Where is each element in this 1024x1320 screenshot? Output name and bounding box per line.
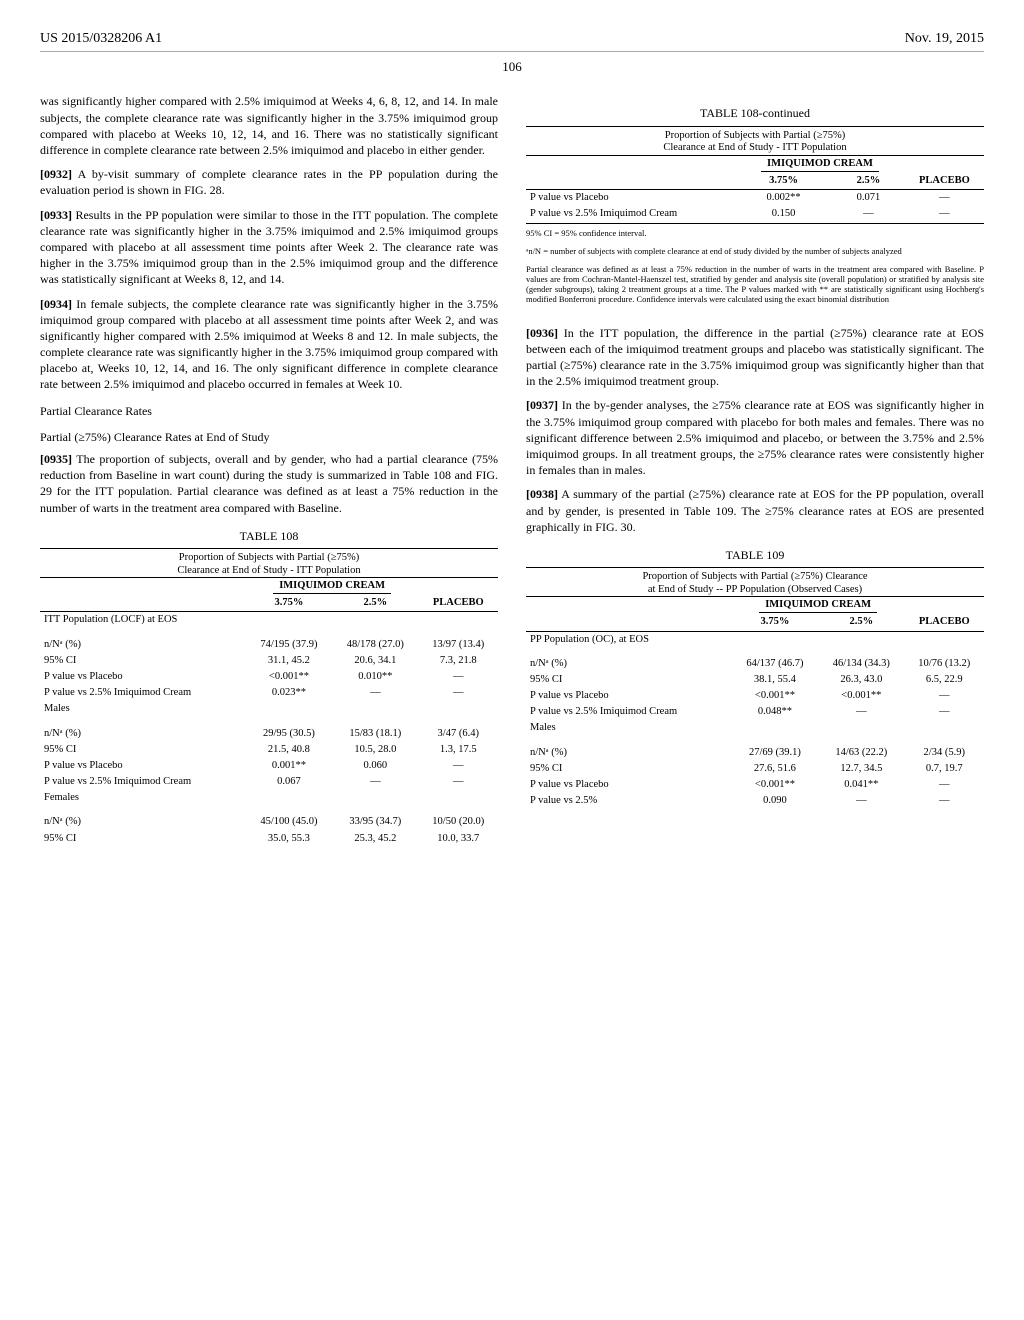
- section-heading-partial-clearance: Partial Clearance Rates: [40, 403, 498, 419]
- paragraph-0937: [0937] In the by-gender analyses, the ≥7…: [526, 397, 984, 478]
- paragraph-0935: [0935] The proportion of subjects, overa…: [40, 451, 498, 516]
- table-row: 95% CI21.5, 40.810.5, 28.01.3, 17.5: [40, 742, 498, 758]
- table-row: P value vs Placebo0.002**0.071—: [526, 190, 984, 207]
- table-row: n/Nᵃ (%)29/95 (30.5)15/83 (18.1)3/47 (6.…: [40, 726, 498, 742]
- table-108-group3: Females: [40, 790, 498, 806]
- table-108-group2: Males: [40, 701, 498, 717]
- table-108-continued-subcaption: Proportion of Subjects with Partial (≥75…: [526, 126, 984, 155]
- paragraph-0934-text: In female subjects, the complete clearan…: [40, 297, 498, 392]
- table-109-caption: TABLE 109: [526, 547, 984, 563]
- table-row: P value vs Placebo<0.001**0.041**—: [526, 777, 984, 793]
- paragraph-0933: [0933] Results in the PP population were…: [40, 207, 498, 288]
- paragraph-0936-text: In the ITT population, the difference in…: [526, 326, 984, 389]
- right-column: TABLE 108-continued Proportion of Subjec…: [526, 93, 984, 850]
- table-108-continued: IMIQUIMOD CREAM 3.75% 2.5% PLACEBO P val…: [526, 155, 984, 224]
- table-109-group1: PP Population (OC), at EOS: [526, 631, 984, 648]
- paragraph-number-0937: [0937]: [526, 398, 558, 412]
- table-108-footnote-3: Partial clearance was defined as at leas…: [526, 264, 984, 305]
- table-row: n/Nᵃ (%)45/100 (45.0)33/95 (34.7)10/50 (…: [40, 814, 498, 830]
- paragraph-0933-text: Results in the PP population were simila…: [40, 208, 498, 287]
- table-row: 95% CI31.1, 45.220.6, 34.17.3, 21.8: [40, 653, 498, 669]
- table-109: IMIQUIMOD CREAM 3.75% 2.5% PLACEBO PP Po…: [526, 596, 984, 809]
- table-109-group2: Males: [526, 720, 984, 736]
- table-108-group1: ITT Population (LOCF) at EOS: [40, 612, 498, 629]
- table-row: 95% CI35.0, 55.325.3, 45.210.0, 33.7: [40, 831, 498, 847]
- paragraph-number-0936: [0936]: [526, 326, 558, 340]
- paragraph-0934: [0934] In female subjects, the complete …: [40, 296, 498, 393]
- publication-number: US 2015/0328206 A1: [40, 30, 162, 49]
- table-109-colgroup: IMIQUIMOD CREAM: [759, 598, 877, 613]
- table-108-colgroup: IMIQUIMOD CREAM: [273, 579, 391, 594]
- table-row: 95% CI38.1, 55.426.3, 43.06.5, 22.9: [526, 672, 984, 688]
- table-108-continued-caption: TABLE 108-continued: [526, 105, 984, 121]
- paragraph-number-0935: [0935]: [40, 452, 72, 466]
- paragraph-number-0933: [0933]: [40, 208, 72, 222]
- page-number: 106: [40, 58, 984, 76]
- paragraph-continuation: was significantly higher compared with 2…: [40, 93, 498, 158]
- table-row: P value vs Placebo<0.001**<0.001**—: [526, 688, 984, 704]
- paragraph-number-0934: [0934]: [40, 297, 72, 311]
- publication-date: Nov. 19, 2015: [905, 30, 984, 49]
- table-row: n/Nᵃ (%)74/195 (37.9)48/178 (27.0)13/97 …: [40, 637, 498, 653]
- left-column: was significantly higher compared with 2…: [40, 93, 498, 850]
- paragraph-0938: [0938] A summary of the partial (≥75%) c…: [526, 486, 984, 535]
- paragraph-0932-text: A by-visit summary of complete clearance…: [40, 167, 498, 197]
- paragraph-0937-text: In the by-gender analyses, the ≥75% clea…: [526, 398, 984, 477]
- section-heading-partial-75: Partial (≥75%) Clearance Rates at End of…: [40, 429, 498, 445]
- table-108-footnote-2: ᵃn/N = number of subjects with complete …: [526, 246, 984, 256]
- table-row: P value vs 2.5%0.090——: [526, 793, 984, 809]
- table-row: P value vs 2.5% Imiquimod Cream0.150——: [526, 206, 984, 223]
- table-row: n/Nᵃ (%)64/137 (46.7)46/134 (34.3)10/76 …: [526, 656, 984, 672]
- table-108: IMIQUIMOD CREAM 3.75% 2.5% PLACEBO ITT P…: [40, 577, 498, 847]
- paragraph-0938-text: A summary of the partial (≥75%) clearanc…: [526, 487, 984, 533]
- paragraph-0935-text: The proportion of subjects, overall and …: [40, 452, 498, 515]
- table-row: P value vs 2.5% Imiquimod Cream0.067——: [40, 774, 498, 790]
- paragraph-0936: [0936] In the ITT population, the differ…: [526, 325, 984, 390]
- table-row: P value vs 2.5% Imiquimod Cream0.048**——: [526, 704, 984, 720]
- table-row: P value vs Placebo<0.001**0.010**—: [40, 669, 498, 685]
- table-row: 95% CI27.6, 51.612.7, 34.50.7, 19.7: [526, 761, 984, 777]
- table-108-caption: TABLE 108: [40, 528, 498, 544]
- table-row: P value vs Placebo0.001**0.060—: [40, 758, 498, 774]
- table-row: P value vs 2.5% Imiquimod Cream0.023**——: [40, 685, 498, 701]
- table-109-subcaption: Proportion of Subjects with Partial (≥75…: [526, 567, 984, 596]
- page-header: US 2015/0328206 A1 Nov. 19, 2015: [40, 30, 984, 52]
- table-108-footnote-1: 95% CI = 95% confidence interval.: [526, 228, 984, 238]
- paragraph-number-0938: [0938]: [526, 487, 558, 501]
- table-108-subcaption: Proportion of Subjects with Partial (≥75…: [40, 548, 498, 577]
- paragraph-0932: [0932] A by-visit summary of complete cl…: [40, 166, 498, 198]
- paragraph-number-0932: [0932]: [40, 167, 72, 181]
- table-108c-colgroup: IMIQUIMOD CREAM: [761, 157, 879, 172]
- table-row: n/Nᵃ (%)27/69 (39.1)14/63 (22.2)2/34 (5.…: [526, 745, 984, 761]
